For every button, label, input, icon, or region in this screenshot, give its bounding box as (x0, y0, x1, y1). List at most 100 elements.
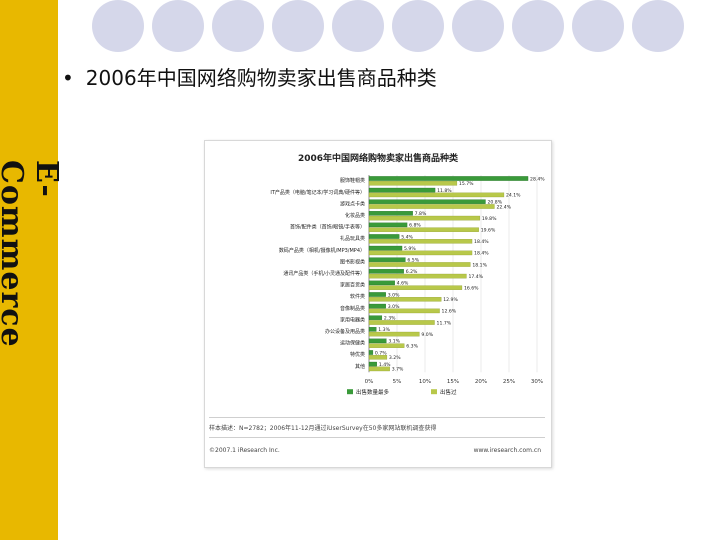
bar-series-1 (368, 361, 377, 367)
legend-label-series-2: 出售过 (440, 388, 457, 396)
bar-value-label: 15.7% (459, 181, 474, 187)
bar-series-2 (368, 331, 420, 337)
legend-swatch-series-2 (431, 389, 437, 395)
decor-circle (572, 0, 624, 52)
x-tick-label: 10% (419, 379, 431, 385)
bar-value-label: 18.1% (472, 262, 487, 268)
category-label: 数码产品类（相机/摄像机/MP3/MP4） (279, 247, 365, 254)
bar-series-1 (368, 199, 486, 204)
bar-value-label: 3.2% (389, 355, 401, 361)
bar-value-label: 16.6% (464, 286, 479, 292)
bar-value-label: 22.4% (496, 204, 511, 210)
bar-value-label: 6.2% (406, 269, 418, 275)
decor-circle (92, 0, 144, 52)
bar-chart: 2006年中国网络购物卖家出售商品种类 0% 5% 10% 15% 20% 25% 30% 服饰… (270, 152, 545, 396)
bar-value-label: 1.4% (379, 362, 391, 368)
category-label: 音像制品类 (340, 305, 365, 312)
category-label: 首饰/配件类（首饰/眼镜/手表等） (290, 224, 365, 231)
slide-title: 2006年中国网络购物卖家出售商品种类 (85, 66, 437, 90)
bar-series-2 (368, 204, 495, 209)
bar-value-label: 2.3% (384, 316, 396, 322)
bullet-icon: • (62, 66, 74, 90)
bar-value-label: 24.1% (506, 193, 521, 199)
footer-divider (209, 437, 545, 438)
category-label: 家用电器类 (340, 316, 365, 323)
bar-series-2 (368, 239, 473, 244)
decor-circle (632, 0, 684, 52)
bar-series-2 (368, 355, 388, 360)
bar-value-label: 6.3% (406, 344, 418, 350)
bar-value-label: 18.4% (474, 251, 489, 257)
bar-value-label: 12.6% (442, 309, 457, 315)
x-tick-label: 0% (365, 379, 374, 385)
bar-series-2 (368, 215, 481, 221)
website-text: www.iresearch.com.cn (473, 447, 541, 454)
bar-series-1 (368, 350, 374, 355)
bar-series-1 (368, 176, 529, 181)
decor-circle (452, 0, 504, 52)
bar-value-label: 3.1% (388, 339, 400, 345)
bar-series-1 (368, 222, 408, 228)
category-label: 通讯产品类（手机/小灵通及配件等） (283, 270, 365, 277)
category-label: 运动保健类 (340, 340, 365, 347)
bar-value-label: 9.0% (421, 332, 433, 338)
bar-value-label: 19.6% (481, 228, 496, 234)
bar-value-label: 20.8% (487, 200, 502, 206)
bar-series-1 (368, 280, 395, 286)
copyright-text: ©2007.1 iResearch Inc. (209, 447, 280, 454)
category-label: 特优类 (350, 351, 365, 358)
sidebar-label: E-Commerce (0, 160, 64, 348)
decor-circle (212, 0, 264, 52)
bar-value-label: 1.3% (378, 327, 390, 333)
category-label: 礼品玩具类 (340, 235, 365, 242)
bar-value-label: 0.7% (375, 350, 387, 356)
bar-value-label: 11.7% (437, 320, 452, 326)
bar-series-1 (368, 211, 413, 216)
bar-series-2 (368, 343, 405, 348)
bar-value-label: 5.9% (404, 246, 416, 252)
decor-circle (272, 0, 324, 52)
category-label: 图书影视类 (340, 258, 365, 265)
bar-value-label: 19.8% (482, 216, 497, 222)
x-tick-label: 15% (447, 379, 459, 385)
bar-value-label: 11.8% (437, 188, 452, 194)
bar-series-1 (368, 292, 386, 297)
bar-series-1 (368, 315, 383, 320)
bar-series-2 (368, 297, 442, 302)
bar-series-1 (368, 303, 386, 309)
category-label: 办公设备及用品类 (325, 328, 365, 335)
bar-value-label: 17.4% (468, 274, 483, 280)
bar-series-1 (368, 187, 436, 193)
x-tick-label: 25% (503, 379, 515, 385)
category-label: 化妆品类 (345, 212, 365, 219)
bar-value-label: 4.6% (397, 281, 409, 287)
bar-series-1 (368, 257, 406, 262)
decor-circle (152, 0, 204, 52)
bar-value-label: 12.9% (443, 297, 458, 303)
bar-series-2 (368, 250, 473, 256)
bar-value-label: 7.8% (415, 211, 427, 217)
chart-panel: 2006年中国网络购物卖家出售商品种类 0% 5% 10% 15% 20% 25% 30% 服饰… (204, 140, 552, 468)
bar-series-2 (368, 320, 435, 325)
bar-series-2 (368, 227, 479, 232)
bar-series-2 (368, 285, 463, 290)
bar-value-label: 3.7% (392, 367, 404, 373)
x-tick-label: 20% (475, 379, 487, 385)
x-tick-label: 30% (531, 379, 543, 385)
slide-title-row: • 2006年中国网络购物卖家出售商品种类 (62, 62, 437, 91)
chart-title: 2006年中国网络购物卖家出售商品种类 (298, 152, 459, 164)
decor-circle (392, 0, 444, 52)
bar-value-label: 6.5% (407, 258, 419, 264)
bar-value-label: 18.4% (474, 239, 489, 245)
bar-series-2 (368, 181, 458, 186)
bar-value-label: 3.0% (388, 304, 400, 310)
decor-circle (332, 0, 384, 52)
source-note: 样本描述：N=2782；2006年11-12月通过iUserSurvey在50多… (209, 425, 437, 432)
category-label: 其他 (355, 363, 365, 370)
bar-series-1 (368, 269, 404, 274)
sidebar: E-Commerce (0, 0, 64, 540)
category-label: 服饰鞋帽类 (340, 177, 365, 184)
category-label: IT产品类（电脑/笔记本/学习词典/硬件等） (270, 189, 365, 196)
bar-series-2 (368, 308, 440, 314)
bar-value-label: 6.8% (409, 223, 421, 229)
